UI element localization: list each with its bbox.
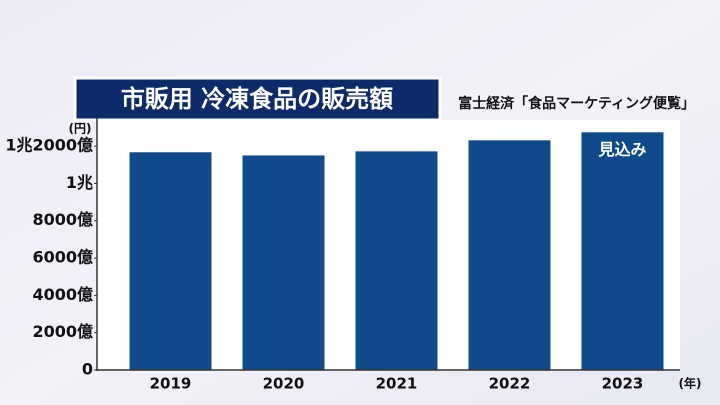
annotation: 見込み	[597, 140, 646, 159]
y-tick-label: 4000億	[32, 285, 93, 304]
bar	[129, 152, 212, 370]
title-box	[73, 76, 442, 122]
source: 富士経済「食品マーケティング便覧」	[458, 95, 695, 112]
x-tick-label: 2019	[150, 375, 192, 393]
bar	[581, 132, 664, 370]
x-tick-label: 2022	[489, 375, 531, 393]
y-tick-label: 6000億	[32, 248, 93, 267]
x-tick-label: 2023	[602, 375, 644, 393]
y-tick-label: 8000億	[32, 210, 93, 229]
y-tick-label: 1兆2000億	[5, 136, 93, 155]
y-tick-label: 2000億	[32, 322, 93, 341]
x-tick-label: 2021	[376, 375, 418, 393]
x-unit: (年)	[679, 376, 702, 391]
chart-title: 市販用 冷凍食品の販売額	[121, 85, 393, 113]
y-unit: (円)	[69, 122, 92, 136]
y-tick-label: 1兆	[66, 173, 93, 192]
y-tick-label: 0	[82, 360, 93, 379]
bar	[355, 151, 438, 370]
bar	[468, 140, 551, 370]
x-tick-label: 2020	[263, 375, 305, 393]
bar	[242, 155, 325, 370]
